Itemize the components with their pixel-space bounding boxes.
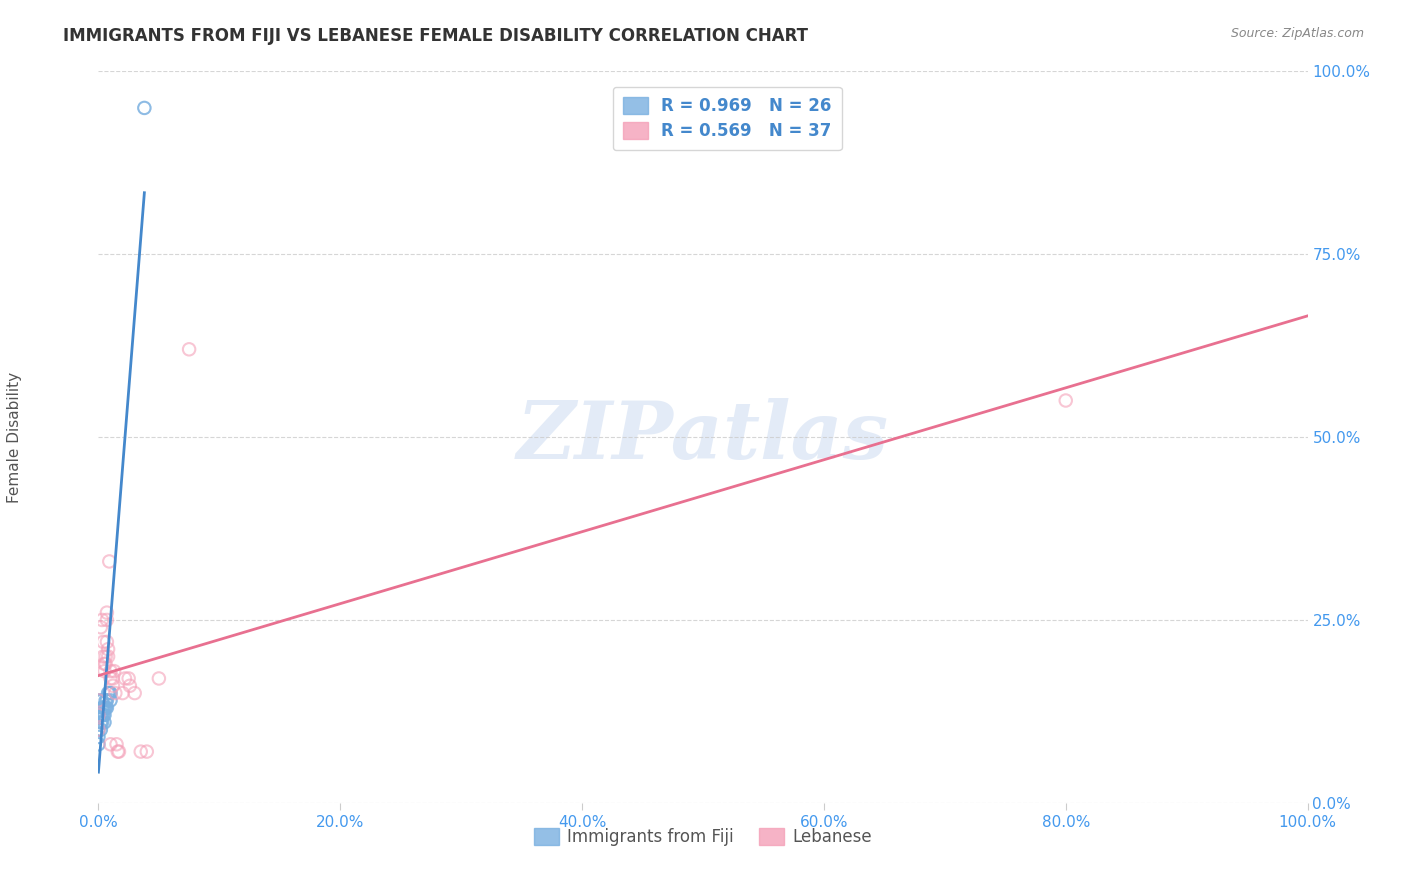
Point xyxy=(96,613,118,627)
Point xyxy=(87,730,110,744)
Point xyxy=(101,679,124,693)
Point xyxy=(111,686,134,700)
Point xyxy=(94,700,117,714)
Point xyxy=(93,657,115,671)
Point xyxy=(148,672,170,686)
Point xyxy=(91,708,114,723)
Point xyxy=(100,672,122,686)
Point xyxy=(118,679,141,693)
Point xyxy=(90,723,112,737)
Point xyxy=(179,343,201,357)
Point xyxy=(107,745,129,759)
Point xyxy=(96,693,118,707)
Point xyxy=(91,708,114,723)
Point xyxy=(87,737,110,751)
Point xyxy=(87,708,110,723)
Point xyxy=(91,613,114,627)
Point xyxy=(87,737,110,751)
Point xyxy=(94,693,117,707)
Point xyxy=(96,700,118,714)
Point xyxy=(91,649,114,664)
Point xyxy=(87,693,110,707)
Point xyxy=(103,664,125,678)
Point xyxy=(97,686,120,700)
Point xyxy=(93,700,115,714)
Point xyxy=(100,664,122,678)
Point xyxy=(134,101,156,115)
Text: ZIPatlas: ZIPatlas xyxy=(517,399,889,475)
Point xyxy=(91,700,114,714)
Point xyxy=(97,686,120,700)
Point xyxy=(108,745,131,759)
Point xyxy=(114,672,136,686)
Point xyxy=(87,730,110,744)
Point xyxy=(90,723,112,737)
Point xyxy=(129,745,152,759)
Point xyxy=(96,700,118,714)
Point xyxy=(87,723,110,737)
Point xyxy=(100,686,122,700)
Point xyxy=(87,723,110,737)
Point xyxy=(94,657,117,671)
Point xyxy=(118,672,141,686)
Point xyxy=(93,700,115,714)
Point xyxy=(93,708,115,723)
Point xyxy=(105,737,128,751)
Point xyxy=(96,635,118,649)
Point xyxy=(93,715,115,730)
Point xyxy=(90,715,112,730)
Point xyxy=(91,700,114,714)
Legend: Immigrants from Fiji, Lebanese: Immigrants from Fiji, Lebanese xyxy=(527,822,879,853)
Point xyxy=(91,708,114,723)
Point xyxy=(94,700,117,714)
Point xyxy=(87,708,110,723)
Point xyxy=(98,686,121,700)
Point xyxy=(91,715,114,730)
Point xyxy=(90,708,112,723)
Point xyxy=(91,693,114,707)
Point xyxy=(93,715,115,730)
Point xyxy=(87,723,110,737)
Point xyxy=(93,664,115,678)
Point xyxy=(94,693,117,707)
Text: Source: ZipAtlas.com: Source: ZipAtlas.com xyxy=(1230,27,1364,40)
Point xyxy=(87,708,110,723)
Point xyxy=(97,642,120,657)
Point xyxy=(91,700,114,714)
Y-axis label: Female Disability: Female Disability xyxy=(7,371,21,503)
Point xyxy=(100,693,122,707)
Point xyxy=(1054,393,1077,408)
Point xyxy=(100,737,122,751)
Text: IMMIGRANTS FROM FIJI VS LEBANESE FEMALE DISABILITY CORRELATION CHART: IMMIGRANTS FROM FIJI VS LEBANESE FEMALE … xyxy=(63,27,808,45)
Point xyxy=(100,693,122,707)
Point xyxy=(96,606,118,620)
Point xyxy=(90,708,112,723)
Point xyxy=(91,635,114,649)
Point xyxy=(96,693,118,707)
Point xyxy=(91,700,114,714)
Point xyxy=(91,708,114,723)
Point xyxy=(90,715,112,730)
Point xyxy=(101,672,124,686)
Point xyxy=(98,686,121,700)
Point xyxy=(97,649,120,664)
Point xyxy=(93,708,115,723)
Point xyxy=(91,715,114,730)
Point xyxy=(91,693,114,707)
Point xyxy=(135,745,157,759)
Point xyxy=(104,686,127,700)
Point xyxy=(90,620,112,634)
Point xyxy=(98,554,121,568)
Point xyxy=(124,686,146,700)
Point xyxy=(87,693,110,707)
Point xyxy=(100,686,122,700)
Point xyxy=(134,101,156,115)
Point xyxy=(87,693,110,707)
Point xyxy=(94,649,117,664)
